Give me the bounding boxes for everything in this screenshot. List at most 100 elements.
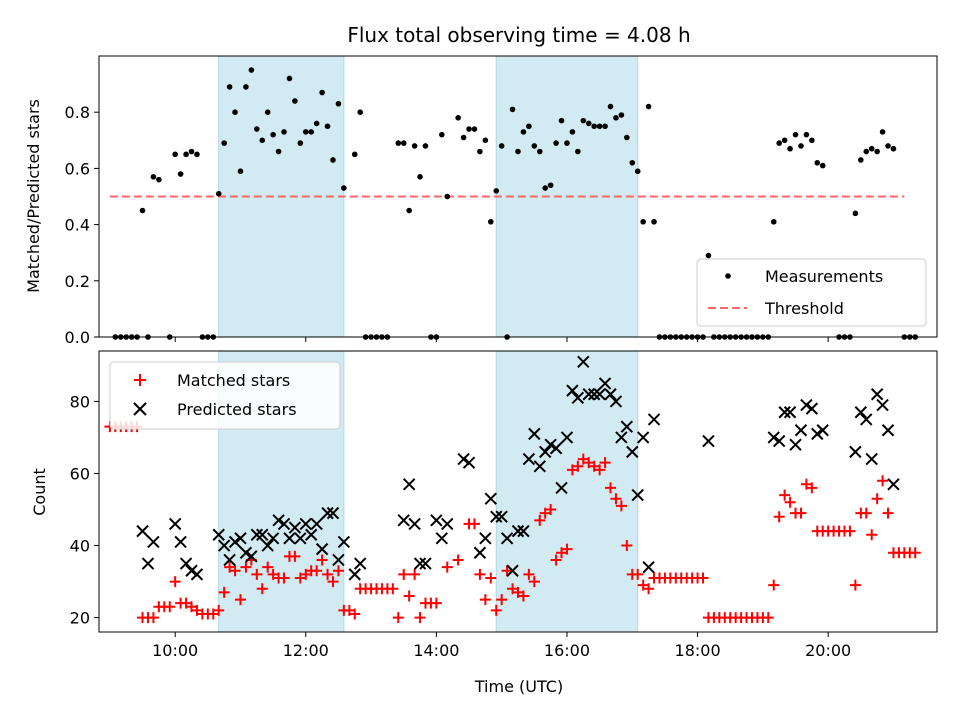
matched-star-point [517,590,529,602]
predicted-star-point [299,517,312,531]
matched-star-point [866,529,878,541]
measurement-point [341,185,347,191]
measurement-point [270,131,276,138]
ratio-x-ticks [174,337,829,342]
measurement-point [547,182,554,189]
matched-star-point [779,489,791,501]
measurement-point [569,129,576,135]
predicted-star-point [413,557,427,570]
matched-star-point [528,576,540,588]
measurement-point [868,145,875,152]
matched-star-point [213,604,225,616]
matched-star-point [605,482,617,494]
predicted-star-point [544,438,557,451]
predicted-star-point [212,528,225,541]
predicted-star-point [484,492,497,505]
matched-star-point [262,561,274,573]
ratio-legend: Measurements Threshold [696,258,927,327]
measurement-point [400,140,407,146]
y-tick-label: 0.4 [65,216,90,235]
count-legend: Matched stars Predicted stars [109,361,341,430]
matched-star-point [164,601,176,613]
predicted-star-points [136,355,900,581]
measurement-point [237,168,244,175]
predicted-star-point [147,535,160,549]
measurement-point [406,207,412,214]
predicted-star-point [811,427,824,441]
y-tick-label: 40 [70,537,90,556]
measurement-point [324,123,331,130]
predicted-star-point [294,532,307,545]
measurement-point [613,115,619,121]
predicted-star-point [642,560,655,574]
measurement-point [319,89,325,96]
measurement-point [493,188,500,194]
measurement-point [471,126,478,132]
predicted-star-point [141,557,155,570]
predicted-star-point [408,517,421,531]
predicted-star-point [223,553,236,567]
measurement-point [351,151,358,158]
measurement-point [874,148,880,155]
predicted-star-point [849,445,862,459]
matched-star-point [877,475,889,487]
matched-star-point [615,500,627,512]
measurement-point [770,218,777,225]
matched-star-point [278,572,290,584]
ratio-axes-frame [98,55,938,338]
matched-star-point [610,493,622,505]
measurement-point [879,129,886,135]
legend-measurements-marker [725,273,731,279]
measurement-point [455,115,461,121]
measurement-point [575,148,581,155]
matched-star-point [147,612,159,624]
matched-star-point [349,608,361,620]
measurement-point [858,157,864,163]
predicted-star-point [190,568,204,581]
matched-star-point [909,547,921,559]
predicted-star-point [702,434,715,448]
predicted-star-point [615,431,628,444]
measurement-point [553,140,559,146]
measurement-point [183,151,189,158]
ratio-y-ticks: 0.0 0.2 0.4 0.6 0.8 [65,103,99,347]
measurement-point [254,126,260,132]
predicted-star-point [250,528,264,541]
y-tick-label: 80 [70,392,90,411]
predicted-star-point [397,514,410,527]
predicted-star-point [239,546,253,559]
measurement-point [466,126,472,132]
measurement-point [509,106,516,113]
measurement-point [787,145,793,152]
measurement-point [259,137,266,144]
matched-star-point [452,554,464,566]
measurement-point [417,174,423,180]
x-tick-label: 12:00 [283,641,329,660]
legend-matched-marker [134,374,146,386]
measurement-point [602,123,608,130]
predicted-star-point [174,535,187,549]
measurement-point [542,185,549,191]
matched-star-point [572,460,584,472]
measurement-point [781,137,788,144]
predicted-star-point [305,528,318,541]
predicted-star-point [533,460,546,473]
measurement-point [814,159,821,166]
measurement-point [618,112,625,118]
predicted-star-point [865,452,878,466]
x-tick-label: 10:00 [152,641,198,660]
count-x-axis-label: Time (UTC) [474,677,563,696]
matched-star-point [251,568,263,580]
measurement-point [776,140,782,146]
matched-star-point [311,565,323,577]
measurement-point [188,148,195,155]
predicted-star-point [767,431,780,444]
predicted-star-point [179,557,193,570]
measurement-point [335,100,342,107]
predicted-star-point [528,427,541,441]
predicted-star-point [517,524,530,538]
predicted-star-point [272,514,285,527]
predicted-star-point [321,506,334,520]
count-x-ticks: 10:00 12:00 14:00 16:00 18:00 20:00 [152,632,851,660]
measurement-point [863,148,870,155]
